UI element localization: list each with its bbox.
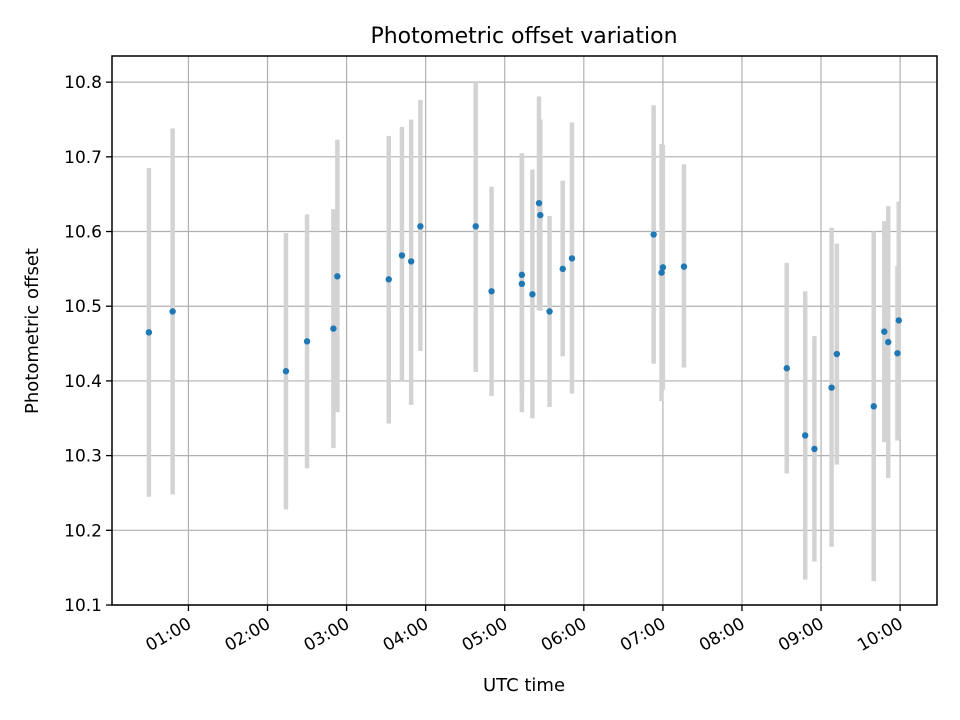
- data-point: [802, 432, 809, 439]
- data-point: [334, 273, 341, 280]
- y-tick-label: 10.1: [64, 596, 102, 616]
- data-point: [169, 308, 176, 315]
- data-point: [303, 338, 311, 345]
- data-point: [658, 269, 665, 276]
- data-point: [559, 265, 566, 273]
- y-tick-label: 10.6: [64, 223, 102, 243]
- data-point: [870, 403, 877, 410]
- x-tick-label: 08:00: [696, 614, 748, 656]
- x-tick-label: 03:00: [301, 614, 353, 656]
- data-point: [885, 338, 892, 346]
- data-point: [385, 276, 392, 283]
- data-point: [833, 350, 841, 358]
- x-tick-label: 04:00: [380, 614, 432, 656]
- y-tick-label: 10.8: [64, 73, 102, 93]
- y-tick-label: 10.3: [64, 447, 102, 467]
- data-point: [828, 384, 835, 391]
- data-point: [518, 271, 526, 279]
- data-point: [568, 255, 576, 262]
- plot-frame: [111, 55, 938, 606]
- data-point: [472, 223, 479, 230]
- data-point: [529, 291, 536, 298]
- x-axis-label: UTC time: [483, 675, 565, 696]
- data-point: [488, 288, 495, 295]
- x-tick-label: 01:00: [143, 614, 195, 656]
- data-point: [680, 263, 688, 270]
- x-tick-label: 06:00: [538, 614, 590, 656]
- x-axis-ticks: 01:00 02:00 03:00 04:00 05:00 06:00 07:00 08:00…: [143, 605, 907, 656]
- data-point: [881, 328, 888, 335]
- x-tick-label: 07:00: [617, 614, 669, 656]
- data-point: [650, 231, 657, 238]
- data-points: [145, 199, 902, 453]
- x-tick-label: 05:00: [459, 614, 511, 656]
- y-axis-ticks: 10.1 10.2 10.3 10.4 10.5 10.6 10.7 10.8: [64, 73, 112, 616]
- y-tick-label: 10.5: [64, 297, 102, 317]
- data-point: [546, 308, 553, 315]
- data-point: [145, 329, 153, 336]
- data-point: [282, 368, 290, 375]
- y-axis-label: Photometric offset: [22, 248, 43, 414]
- chart-title: Photometric offset variation: [370, 24, 677, 49]
- y-tick-label: 10.4: [64, 372, 102, 392]
- data-point: [330, 325, 337, 332]
- x-tick-label: 09:00: [775, 614, 827, 656]
- y-tick-label: 10.2: [64, 521, 102, 541]
- x-tick-label: 10:00: [854, 614, 906, 656]
- data-point: [659, 264, 667, 271]
- data-point: [894, 350, 901, 357]
- data-point: [895, 317, 902, 324]
- data-point: [535, 199, 543, 207]
- data-point: [417, 223, 424, 230]
- data-point: [407, 258, 415, 265]
- data-point: [811, 445, 818, 453]
- data-point: [518, 280, 526, 288]
- x-tick-label: 02:00: [222, 614, 274, 656]
- data-point: [537, 211, 544, 219]
- y-tick-label: 10.7: [64, 148, 102, 168]
- data-point: [783, 365, 790, 372]
- data-point: [398, 252, 406, 259]
